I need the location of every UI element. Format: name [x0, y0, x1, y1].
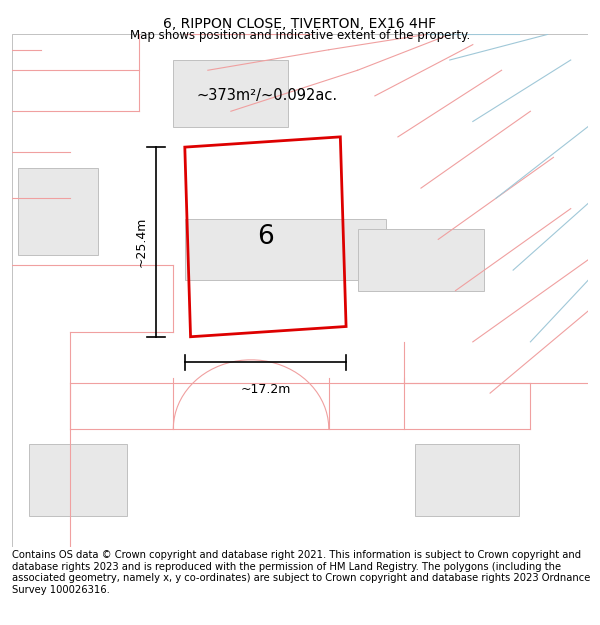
- Bar: [173, 60, 289, 127]
- Text: ~25.4m: ~25.4m: [134, 217, 148, 267]
- Bar: [29, 444, 127, 516]
- Text: ~373m²/~0.092ac.: ~373m²/~0.092ac.: [196, 88, 337, 103]
- Bar: [185, 219, 386, 281]
- Bar: [358, 229, 484, 291]
- Text: Map shows position and indicative extent of the property.: Map shows position and indicative extent…: [130, 29, 470, 42]
- Bar: [415, 444, 519, 516]
- Text: ~17.2m: ~17.2m: [240, 383, 290, 396]
- Text: Contains OS data © Crown copyright and database right 2021. This information is : Contains OS data © Crown copyright and d…: [12, 550, 590, 595]
- Text: 6, RIPPON CLOSE, TIVERTON, EX16 4HF: 6, RIPPON CLOSE, TIVERTON, EX16 4HF: [163, 18, 437, 31]
- Text: 6: 6: [257, 224, 274, 250]
- Bar: [18, 168, 98, 255]
